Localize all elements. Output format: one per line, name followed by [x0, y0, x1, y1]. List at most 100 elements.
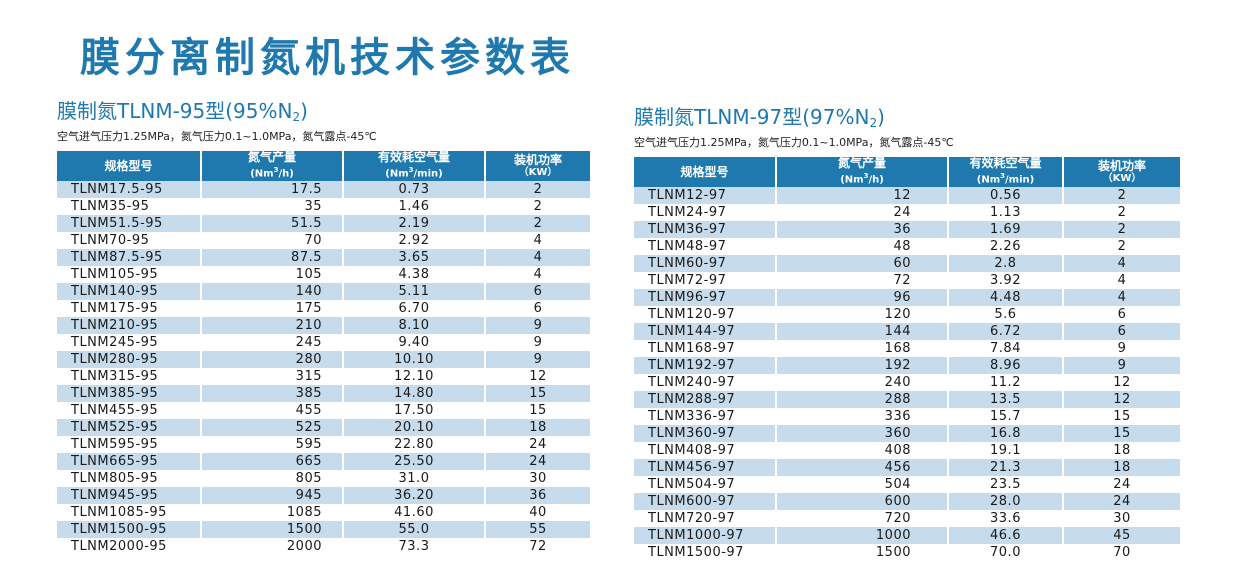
table-row: TLNM456-97 456 21.3 18: [634, 459, 1180, 476]
table-title-97-end: ): [877, 105, 885, 129]
table-row: TLNM315-95 315 12.10 12: [57, 368, 590, 385]
cell-power: 2: [1062, 204, 1180, 221]
table-row: TLNM36-97 36 1.69 2: [634, 221, 1180, 238]
header-air: 有效耗空气量 (Nm3/min): [947, 157, 1062, 187]
cell-power: 4: [484, 249, 590, 266]
cell-output: 1500: [775, 544, 947, 561]
cell-output: 96: [775, 289, 947, 306]
cell-power: 2: [1062, 221, 1180, 238]
cell-model: TLNM24-97: [634, 204, 775, 221]
table-row: TLNM2000-95 2000 73.3 72: [57, 538, 590, 555]
cell-power: 70: [1062, 544, 1180, 561]
cell-output: 36: [775, 221, 947, 238]
unit-sup: 3: [863, 172, 869, 181]
table-row: TLNM48-97 48 2.26 2: [634, 238, 1180, 255]
header-air-label: 有效耗空气量: [969, 156, 1042, 171]
table-row: TLNM245-95 245 9.40 9: [57, 334, 590, 351]
cell-model: TLNM17.5-95: [57, 181, 200, 198]
conditions-97: 空气进气压力1.25MPa，氮气压力0.1~1.0MPa，氮气露点-45℃: [634, 136, 954, 149]
table-row: TLNM192-97 192 8.96 9: [634, 357, 1180, 374]
cell-power: 6: [484, 300, 590, 317]
cell-model: TLNM525-95: [57, 419, 200, 436]
cell-model: TLNM192-97: [634, 357, 775, 374]
cell-air: 3.92: [947, 272, 1062, 289]
table-row: TLNM35-95 35 1.46 2: [57, 198, 590, 215]
cell-model: TLNM665-95: [57, 453, 200, 470]
cell-air: 41.60: [342, 504, 484, 521]
header-power: 装机功率 （KW）: [1062, 157, 1180, 187]
table-body-95: TLNM17.5-95 17.5 0.73 2 TLNM35-95 35 1.46 2 TLNM…: [57, 181, 590, 555]
cell-model: TLNM60-97: [634, 255, 775, 272]
cell-air: 1.69: [947, 221, 1062, 238]
cell-air: 10.10: [342, 351, 484, 368]
cell-power: 4: [484, 232, 590, 249]
cell-model: TLNM805-95: [57, 470, 200, 487]
cell-model: TLNM168-97: [634, 340, 775, 357]
cell-output: 385: [200, 385, 342, 402]
cell-air: 31.0: [342, 470, 484, 487]
cell-model: TLNM595-95: [57, 436, 200, 453]
unit-pre: (Nm: [250, 168, 274, 180]
cell-power: 18: [1062, 459, 1180, 476]
table-row: TLNM595-95 595 22.80 24: [57, 436, 590, 453]
cell-output: 1500: [200, 521, 342, 538]
cell-air: 17.50: [342, 402, 484, 419]
table-row: TLNM96-97 96 4.48 4: [634, 289, 1180, 306]
cell-output: 504: [775, 476, 947, 493]
unit-sup: 3: [1000, 172, 1006, 181]
header-power-label: 装机功率: [513, 152, 562, 167]
conditions-95: 空气进气压力1.25MPa，氮气压力0.1~1.0MPa，氮气露点-45℃: [57, 130, 377, 143]
table-title-97-subscript: 2: [869, 116, 878, 130]
table-row: TLNM87.5-95 87.5 3.65 4: [57, 249, 590, 266]
cell-power: 24: [1062, 493, 1180, 510]
header-power: 装机功率 （KW）: [484, 151, 590, 181]
cell-output: 175: [200, 300, 342, 317]
cell-model: TLNM456-97: [634, 459, 775, 476]
cell-air: 3.65: [342, 249, 484, 266]
spec-table-97: 规格型号 氮气产量 (Nm3/h) 有效耗空气量 (Nm3/min) 装机功率 …: [634, 157, 1180, 561]
unit-post: /min): [1005, 174, 1035, 186]
cell-output: 455: [200, 402, 342, 419]
cell-power: 12: [484, 368, 590, 385]
header-output-label: 氮气产量: [247, 150, 296, 165]
table-row: TLNM144-97 144 6.72 6: [634, 323, 1180, 340]
cell-power: 24: [484, 436, 590, 453]
table-row: TLNM72-97 72 3.92 4: [634, 272, 1180, 289]
cell-model: TLNM144-97: [634, 323, 775, 340]
cell-power: 4: [1062, 272, 1180, 289]
cell-model: TLNM288-97: [634, 391, 775, 408]
cell-power: 2: [484, 215, 590, 232]
cell-model: TLNM105-95: [57, 266, 200, 283]
cell-model: TLNM945-95: [57, 487, 200, 504]
cell-output: 720: [775, 510, 947, 527]
cell-air: 16.8: [947, 425, 1062, 442]
header-model-label: 规格型号: [104, 158, 153, 173]
cell-model: TLNM2000-95: [57, 538, 200, 555]
header-air-unit: (Nm3/min): [949, 170, 1062, 186]
cell-output: 51.5: [200, 215, 342, 232]
cell-air: 6.70: [342, 300, 484, 317]
cell-power: 4: [1062, 255, 1180, 272]
unit-post: /h): [868, 174, 884, 186]
cell-air: 2.19: [342, 215, 484, 232]
cell-power: 40: [484, 504, 590, 521]
cell-air: 7.84: [947, 340, 1062, 357]
table-header-row: 规格型号 氮气产量 (Nm3/h) 有效耗空气量 (Nm3/min) 装机功率 …: [634, 157, 1180, 187]
cell-output: 72: [775, 272, 947, 289]
cell-model: TLNM51.5-95: [57, 215, 200, 232]
cell-air: 25.50: [342, 453, 484, 470]
cell-power: 6: [1062, 306, 1180, 323]
cell-air: 28.0: [947, 493, 1062, 510]
unit-pre: (Nm: [840, 174, 864, 186]
cell-air: 36.20: [342, 487, 484, 504]
cell-air: 21.3: [947, 459, 1062, 476]
table-title-95-end: ): [300, 99, 308, 123]
cell-output: 12: [775, 187, 947, 204]
cell-model: TLNM120-97: [634, 306, 775, 323]
table-row: TLNM408-97 408 19.1 18: [634, 442, 1180, 459]
header-power-unit: （KW）: [1102, 172, 1142, 184]
unit-sup: 3: [408, 166, 414, 175]
cell-output: 408: [775, 442, 947, 459]
cell-output: 210: [200, 317, 342, 334]
table-row: TLNM24-97 24 1.13 2: [634, 204, 1180, 221]
